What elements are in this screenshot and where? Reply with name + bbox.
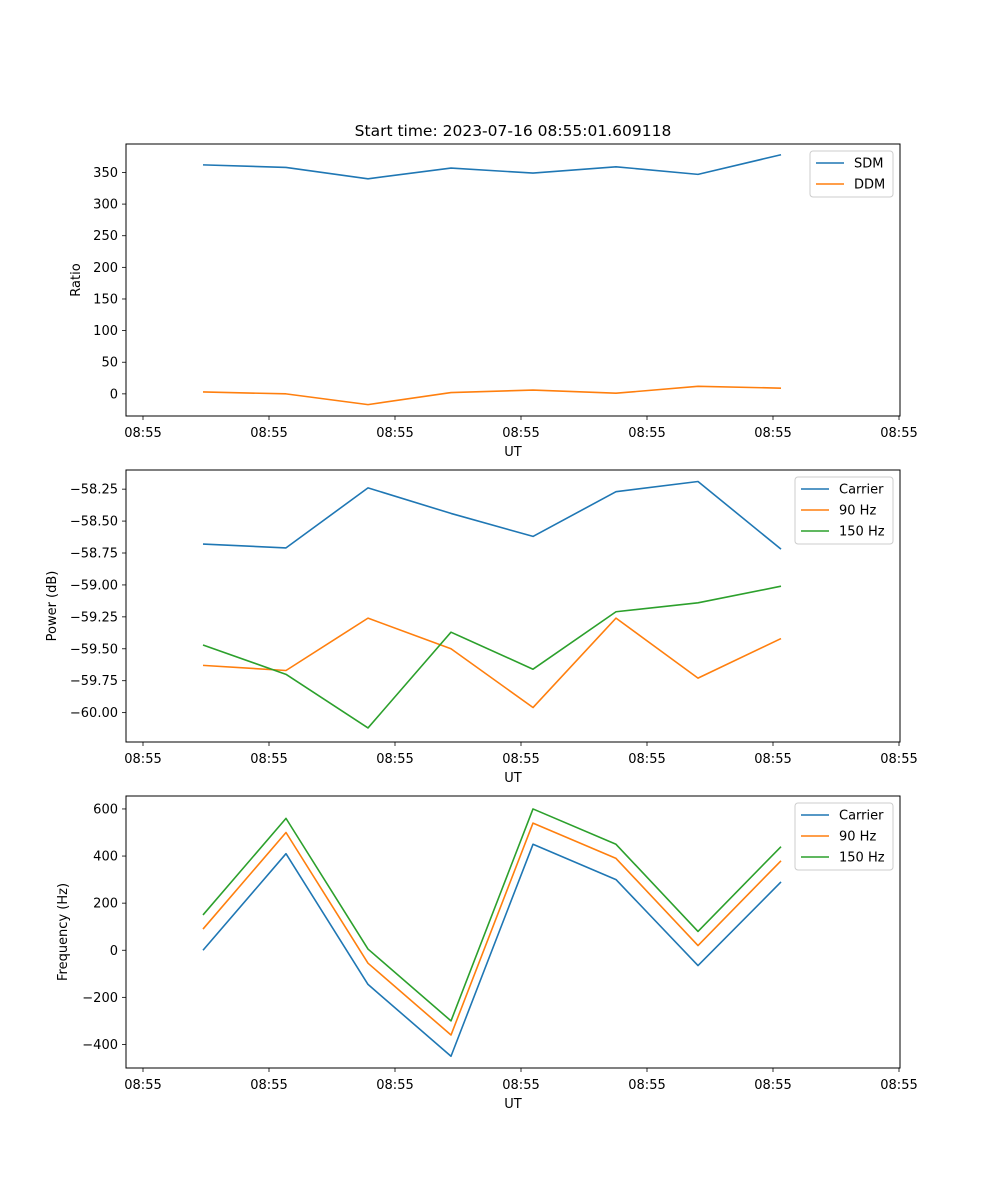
panel-frequency-frame xyxy=(125,795,901,1069)
x-tick-label: 08:55 xyxy=(124,752,161,767)
y-tick-label: 200 xyxy=(93,261,118,276)
series-line-150-hz xyxy=(202,808,782,1022)
panel-power-ticks: 08:55 08:55 08:55 08:55 08:55 08:55 08:55 −60.0… xyxy=(70,483,918,767)
panel-frequency-lines xyxy=(202,808,782,1058)
x-tick-label: 08:55 xyxy=(880,1078,917,1093)
y-tick-label: 0 xyxy=(110,944,118,959)
x-tick-label: 08:55 xyxy=(754,1078,791,1093)
series-line-ddm xyxy=(202,385,782,406)
x-tick-label: 08:55 xyxy=(628,426,665,441)
legend-label-150hz: 150 Hz xyxy=(839,851,885,866)
x-tick-label: 08:55 xyxy=(250,1078,287,1093)
panel-ratio-frame xyxy=(125,143,901,417)
y-tick-label: −58.50 xyxy=(70,515,118,530)
panel-power-ylabel: Power (dB) xyxy=(45,571,60,642)
series-line-90-hz xyxy=(202,617,782,709)
x-tick-label: 08:55 xyxy=(502,1078,539,1093)
legend-label-90hz: 90 Hz xyxy=(839,504,876,519)
y-tick-label: 300 xyxy=(93,198,118,213)
y-tick-label: −58.25 xyxy=(70,483,118,498)
x-tick-label: 08:55 xyxy=(754,426,791,441)
panel-ratio-ylabel: Ratio xyxy=(69,263,84,296)
panel-frequency-legend: Carrier 90 Hz 150 Hz xyxy=(794,802,894,871)
y-tick-label: −59.00 xyxy=(70,578,118,593)
y-tick-label: −59.25 xyxy=(70,610,118,625)
legend-label-ddm: DDM xyxy=(854,178,885,193)
panel-ratio-lines xyxy=(202,153,782,406)
legend-label-150hz: 150 Hz xyxy=(839,525,885,540)
series-line-carrier xyxy=(202,480,782,550)
x-tick-label: 08:55 xyxy=(124,1078,161,1093)
panel-frequency: 08:55 08:55 08:55 08:55 08:55 08:55 08:55 −400 −… xyxy=(56,795,918,1112)
panel-frequency-xlabel: UT xyxy=(504,1097,522,1112)
y-tick-label: 350 xyxy=(93,166,118,181)
chart-title: Start time: 2023-07-16 08:55:01.609118 xyxy=(355,122,672,140)
panel-power: 08:55 08:55 08:55 08:55 08:55 08:55 08:55 −60.0… xyxy=(45,469,918,786)
x-tick-label: 08:55 xyxy=(250,426,287,441)
panel-power-lines xyxy=(202,480,782,729)
x-tick-label: 08:55 xyxy=(376,426,413,441)
y-tick-label: 200 xyxy=(93,897,118,912)
y-tick-label: 600 xyxy=(93,802,118,817)
x-tick-label: 08:55 xyxy=(502,426,539,441)
y-tick-label: 400 xyxy=(93,850,118,865)
y-tick-label: 150 xyxy=(93,292,118,307)
x-tick-label: 08:55 xyxy=(628,752,665,767)
panel-power-xlabel: UT xyxy=(504,771,522,786)
y-tick-label: −400 xyxy=(82,1038,118,1053)
x-tick-label: 08:55 xyxy=(124,426,161,441)
series-line-sdm xyxy=(202,153,782,180)
legend-label-carrier: Carrier xyxy=(839,809,884,824)
x-tick-label: 08:55 xyxy=(880,426,917,441)
panel-ratio-legend: SDM DDM xyxy=(809,150,894,198)
y-tick-label: −58.75 xyxy=(70,547,118,562)
x-tick-label: 08:55 xyxy=(502,752,539,767)
y-tick-label: −59.75 xyxy=(70,674,118,689)
y-tick-label: −200 xyxy=(82,991,118,1006)
panel-frequency-ticks: 08:55 08:55 08:55 08:55 08:55 08:55 08:55 −400 −… xyxy=(82,802,917,1093)
panel-frequency-legend-box xyxy=(794,802,894,871)
y-tick-label: 100 xyxy=(93,324,118,339)
x-tick-label: 08:55 xyxy=(754,752,791,767)
panel-ratio-xlabel: UT xyxy=(504,445,522,460)
legend-label-carrier: Carrier xyxy=(839,483,884,498)
series-line-carrier xyxy=(202,843,782,1058)
y-tick-label: 250 xyxy=(93,229,118,244)
panel-power-legend-box xyxy=(794,476,894,545)
x-tick-label: 08:55 xyxy=(628,1078,665,1093)
legend-label-sdm: SDM xyxy=(854,157,883,172)
x-tick-label: 08:55 xyxy=(250,752,287,767)
y-tick-label: 0 xyxy=(110,387,118,402)
panel-frequency-ylabel: Frequency (Hz) xyxy=(56,883,71,981)
y-tick-label: −59.50 xyxy=(70,642,118,657)
panel-power-frame xyxy=(125,469,901,743)
panel-ratio-ticks: 08:55 08:55 08:55 08:55 08:55 08:55 08:55 0 50 10… xyxy=(93,166,918,441)
x-tick-label: 08:55 xyxy=(376,1078,413,1093)
y-tick-label: −60.00 xyxy=(70,706,118,721)
panel-ratio: Start time: 2023-07-16 08:55:01.609118 0… xyxy=(69,122,918,460)
x-tick-label: 08:55 xyxy=(880,752,917,767)
panel-power-legend: Carrier 90 Hz 150 Hz xyxy=(794,476,894,545)
y-tick-label: 50 xyxy=(101,356,118,371)
x-tick-label: 08:55 xyxy=(376,752,413,767)
legend-label-90hz: 90 Hz xyxy=(839,830,876,845)
series-line-90-hz xyxy=(202,822,782,1036)
series-line-150-hz xyxy=(202,585,782,729)
